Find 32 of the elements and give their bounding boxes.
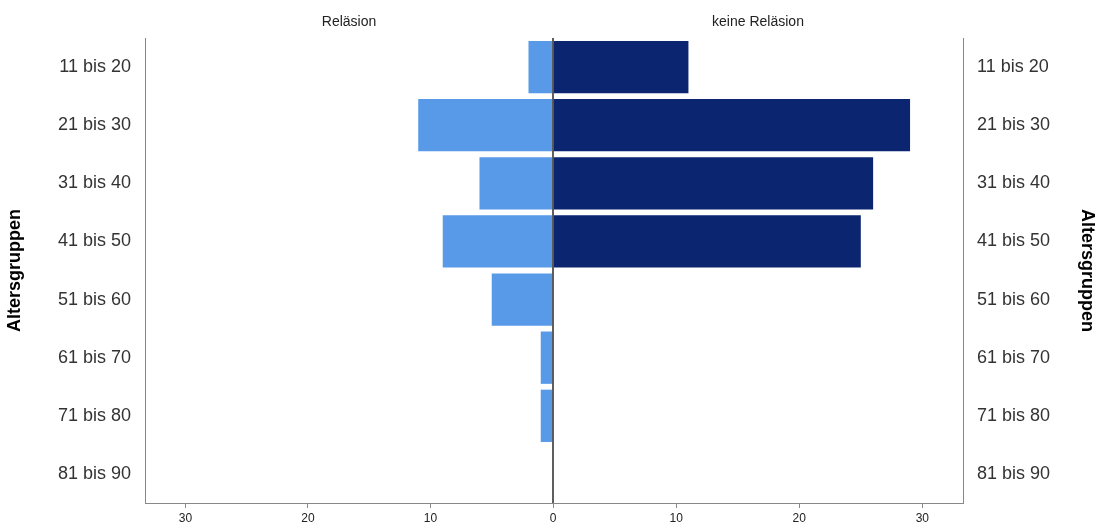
x-tick-label: 10 bbox=[423, 510, 438, 525]
chart-title: keine Reläsion bbox=[712, 12, 804, 29]
y-tick-label: 31 bis 40 bbox=[57, 172, 131, 193]
y-tick-label: 11 bis 20 bbox=[59, 56, 131, 77]
y-axis-title: Altersgruppen bbox=[1078, 208, 1099, 333]
chart-title: Reläsion bbox=[321, 12, 377, 29]
x-tick-label: 0 bbox=[549, 510, 557, 525]
y-tick-label: 51 bis 60 bbox=[57, 288, 131, 309]
y-tick-label: 41 bis 50 bbox=[977, 230, 1051, 251]
y-tick-label: 11 bis 20 bbox=[977, 56, 1049, 77]
bar bbox=[540, 389, 553, 442]
y-tick-label: 41 bis 50 bbox=[57, 230, 131, 251]
y-tick-label: 81 bis 90 bbox=[57, 462, 131, 483]
y-tick-label: 71 bis 80 bbox=[57, 404, 131, 425]
x-tick-label: 30 bbox=[178, 510, 193, 525]
x-tick-label: 10 bbox=[669, 510, 684, 525]
bar bbox=[528, 40, 553, 94]
y-tick-label: 61 bis 70 bbox=[57, 346, 131, 367]
bar bbox=[540, 331, 553, 384]
y-tick-label: 81 bis 90 bbox=[977, 462, 1051, 483]
y-tick-label: 21 bis 30 bbox=[57, 114, 131, 135]
bar bbox=[479, 157, 553, 210]
y-tick-label: 71 bis 80 bbox=[977, 404, 1051, 425]
y-tick-label: 61 bis 70 bbox=[977, 346, 1051, 367]
y-tick-label: 31 bis 40 bbox=[977, 172, 1051, 193]
y-tick-label: 51 bis 60 bbox=[977, 288, 1051, 309]
bar bbox=[491, 273, 553, 326]
x-tick-label: 20 bbox=[301, 510, 315, 525]
x-tick-label: 30 bbox=[915, 510, 930, 525]
y-tick-label: 21 bis 30 bbox=[977, 114, 1051, 135]
x-tick-label: 20 bbox=[792, 510, 807, 525]
y-axis-title: Altersgruppen bbox=[3, 208, 24, 333]
